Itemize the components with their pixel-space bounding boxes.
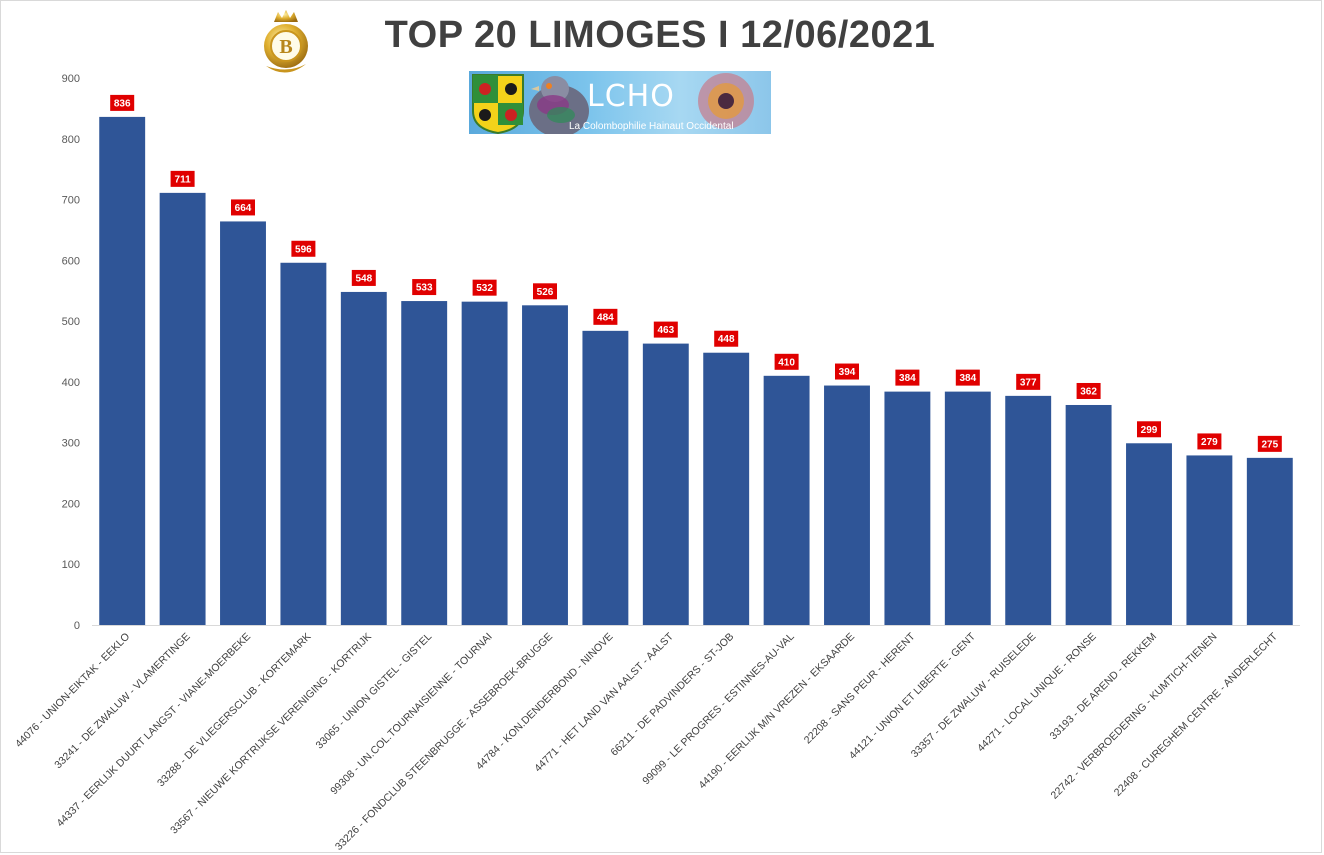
- data-label-box: [653, 321, 678, 338]
- bar: [1005, 395, 1052, 625]
- x-tick-label: 33567 - NIEUWE KORTRIJKSE VERENIGING - K…: [168, 631, 374, 837]
- y-tick-label: 300: [62, 438, 80, 450]
- bar: [1246, 457, 1293, 625]
- bar: [1126, 443, 1172, 625]
- data-label: 711: [175, 174, 192, 185]
- data-label-box: [955, 369, 980, 386]
- x-tick-label: 44121 - UNION ET LIBERTE - GENT: [847, 630, 979, 762]
- data-label-box: [533, 283, 557, 300]
- bar: [159, 192, 206, 625]
- x-tick-label: 44271 - LOCAL UNIQUE - RONSE: [975, 631, 1099, 755]
- data-label: 384: [959, 373, 976, 384]
- data-label: 533: [416, 283, 433, 294]
- x-tick-label: 22208 - SANS PEUR - HERENT: [802, 630, 918, 746]
- y-tick-label: 700: [62, 195, 80, 207]
- bar: [401, 301, 448, 625]
- bar: [763, 375, 810, 625]
- bar: [582, 330, 629, 625]
- bar: [461, 301, 508, 625]
- data-label: 664: [235, 203, 252, 214]
- data-label: 394: [839, 367, 856, 378]
- y-tick-label: 900: [62, 73, 80, 85]
- data-label: 596: [295, 244, 312, 255]
- data-label-box: [1076, 382, 1101, 399]
- chart-title: TOP 20 LIMOGES I 12/06/2021: [384, 14, 936, 56]
- bar: [824, 385, 870, 625]
- data-label-box: [412, 279, 437, 296]
- bar: [1186, 455, 1233, 625]
- data-label: 484: [597, 312, 614, 323]
- bar: [944, 391, 991, 625]
- y-tick-label: 600: [62, 255, 80, 267]
- bar: [1065, 404, 1112, 625]
- bar: [884, 391, 931, 625]
- y-tick-label: 500: [62, 316, 80, 328]
- bar: [703, 352, 750, 625]
- data-label: 279: [1201, 437, 1218, 448]
- data-label-box: [593, 308, 618, 325]
- data-label-box: [835, 363, 859, 380]
- bar: [99, 116, 146, 626]
- y-tick-label: 200: [62, 498, 80, 510]
- data-label-box: [170, 170, 195, 187]
- crown-logo-icon: B: [264, 10, 308, 73]
- y-tick-label: 800: [62, 134, 80, 146]
- data-label: 532: [476, 283, 493, 294]
- banner-name: LCHO: [587, 79, 675, 114]
- data-label-box: [774, 353, 799, 370]
- data-label: 377: [1020, 377, 1037, 388]
- bar: [340, 291, 387, 625]
- data-label: 836: [114, 98, 131, 109]
- x-tick-label: 44076 - UNION-EIKTAK - EEKLO: [13, 631, 132, 750]
- data-label: 410: [778, 357, 795, 368]
- lcho-banner: LCHO La Colombophilie Hainaut Occidental: [469, 71, 771, 134]
- data-label-box: [351, 269, 376, 286]
- x-tick-label: 33226 - FONDCLUB STEENBRUGGE - ASSEBROEK…: [333, 631, 555, 853]
- y-tick-label: 400: [62, 377, 80, 389]
- data-label-box: [1257, 435, 1282, 452]
- data-label: 384: [899, 373, 916, 384]
- data-label: 448: [718, 334, 735, 345]
- data-label: 463: [657, 325, 674, 336]
- data-label-box: [472, 279, 497, 296]
- x-tick-label: 33357 - DE ZWALUW - RUISELEDE: [909, 631, 1039, 761]
- data-label-box: [231, 199, 255, 216]
- bar: [642, 343, 689, 625]
- x-tick-label: 66211 - DE PADVINDERS - ST-JOB: [608, 631, 736, 759]
- bar: [522, 305, 568, 625]
- data-label-box: [1137, 421, 1161, 438]
- data-label: 548: [355, 273, 372, 284]
- data-label-box: [1016, 373, 1041, 390]
- banner-graphics-icon: [472, 73, 754, 134]
- data-label-box: [110, 94, 135, 111]
- data-label-box: [1197, 433, 1222, 450]
- y-tick-label: 100: [62, 559, 80, 571]
- data-label-box: [291, 240, 316, 257]
- data-label-box: [895, 369, 920, 386]
- x-tick-label: 33193 - DE AREND - REKKEM: [1047, 631, 1159, 743]
- x-tick-label: 44784 - KON.DENDERBOND - NINOVE: [474, 631, 616, 773]
- data-label: 275: [1261, 439, 1278, 450]
- bar: [280, 262, 327, 625]
- y-tick-label: 0: [74, 620, 80, 632]
- x-tick-label: 33241 - DE ZWALUW - VLAMERTINGE: [52, 631, 193, 772]
- logo-letter: B: [279, 36, 292, 58]
- data-label: 526: [537, 287, 554, 298]
- bar: [220, 221, 266, 626]
- banner-subtitle: La Colombophilie Hainaut Occidental: [569, 121, 734, 132]
- data-label-box: [714, 330, 739, 347]
- x-tick-label: 44771 - HET LAND VAN AALST - AALST: [532, 630, 676, 774]
- data-label: 299: [1141, 425, 1158, 436]
- data-label: 362: [1080, 386, 1097, 397]
- x-tick-label: 33065 - UNION GISTEL - GISTEL: [313, 631, 434, 752]
